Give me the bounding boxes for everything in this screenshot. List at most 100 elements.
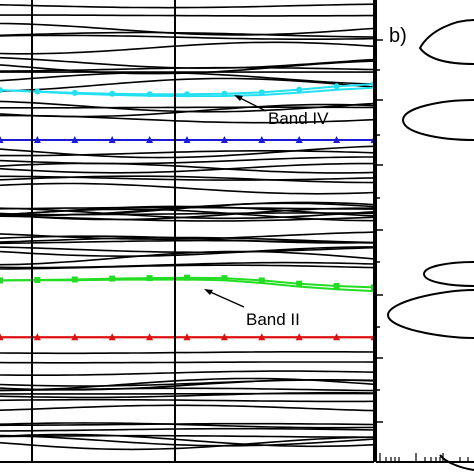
band-line-5 <box>0 422 375 429</box>
data-point-2-3 <box>109 275 116 282</box>
band-line-41 <box>0 202 375 217</box>
data-point-2-1 <box>34 276 41 283</box>
lobe-band-iv <box>401 99 474 141</box>
band-line-13 <box>0 370 375 376</box>
band-line-48 <box>0 34 375 40</box>
highlight-series-2 <box>0 274 377 293</box>
data-point-0-9 <box>333 83 340 90</box>
band-line-24 <box>0 231 375 240</box>
data-point-3-4 <box>146 333 154 341</box>
band-iv-label: Band IV <box>268 109 329 128</box>
band-line-51 <box>0 77 375 92</box>
data-point-3-9 <box>333 333 341 341</box>
data-point-3-6 <box>220 333 228 341</box>
data-point-0-8 <box>296 86 303 93</box>
band-line-42 <box>0 236 375 244</box>
panel-b-y-ticks <box>376 39 383 423</box>
data-point-2-9 <box>333 282 340 289</box>
band-iv-annotation: Band IV <box>234 95 329 128</box>
background-bands <box>0 3 375 451</box>
band-line-59 <box>0 3 375 9</box>
data-point-3-7 <box>258 333 266 341</box>
band-ii-label: Band II <box>246 310 300 329</box>
lobe-band-ii <box>386 289 474 339</box>
band-line-30 <box>0 264 375 270</box>
data-point-3-2 <box>71 333 79 341</box>
data-point-2-6 <box>221 275 228 282</box>
data-point-1-9 <box>333 135 341 143</box>
band-line-8 <box>0 434 374 438</box>
band-iv-arrowhead <box>234 95 243 101</box>
band-line-15 <box>0 361 375 364</box>
band-line-2 <box>0 434 375 447</box>
data-point-1-1 <box>33 135 41 143</box>
band-line-29 <box>0 175 375 184</box>
lobe-band-ii-upper <box>422 261 474 287</box>
data-point-3-3 <box>108 333 116 341</box>
data-point-2-0 <box>0 277 3 284</box>
band-iv-arrow <box>237 96 267 112</box>
data-point-0-0 <box>0 87 3 94</box>
band-line-54 <box>0 100 375 113</box>
band-line-28 <box>0 239 375 245</box>
data-point-2-7 <box>258 277 265 284</box>
band-line-43 <box>0 246 374 257</box>
data-point-0-3 <box>109 90 116 97</box>
band-line-34 <box>0 156 374 165</box>
band-ii-annotation: Band II <box>204 289 300 329</box>
data-point-1-3 <box>108 135 116 143</box>
band-line-20 <box>0 150 375 157</box>
data-point-1-0 <box>0 135 4 143</box>
highlight-series-0 <box>0 81 377 98</box>
band-line-14 <box>0 433 375 448</box>
data-point-1-7 <box>258 135 266 143</box>
data-point-2-8 <box>296 280 303 287</box>
lobe-top <box>418 19 474 65</box>
data-point-1-2 <box>71 135 79 143</box>
band-line-11 <box>0 351 375 355</box>
band-ii-arrowhead <box>204 289 213 295</box>
lobe-bottom <box>439 454 474 471</box>
highlight-series-3 <box>0 333 378 341</box>
data-point-3-1 <box>33 333 41 341</box>
band-line-56 <box>0 60 375 75</box>
band-line-53 <box>0 14 374 17</box>
highlight-series-1 <box>0 135 378 143</box>
band-line-37 <box>0 162 374 174</box>
data-point-0-6 <box>221 90 228 97</box>
band-line-36 <box>0 182 375 195</box>
data-point-1-5 <box>183 135 191 143</box>
data-point-3-8 <box>295 333 303 341</box>
band-line-3 <box>0 404 375 412</box>
panel-b: b) <box>375 0 474 471</box>
data-point-0-1 <box>34 88 41 95</box>
data-point-0-5 <box>184 91 190 98</box>
band-line-17 <box>0 379 375 391</box>
band-line-38 <box>0 250 375 266</box>
band-line-44 <box>0 41 375 55</box>
band-ii-arrow <box>207 290 245 308</box>
band-structure-panel: Band IV Band II <box>0 0 378 463</box>
band-line-12 <box>0 391 375 399</box>
band-line-39 <box>0 162 375 174</box>
panel-b-label: b) <box>389 25 407 47</box>
data-point-2-5 <box>184 274 190 281</box>
data-point-1-6 <box>220 135 228 143</box>
band-line-47 <box>0 31 375 38</box>
data-point-0-2 <box>71 89 78 96</box>
panel-b-x-ticks <box>379 453 469 462</box>
data-point-0-7 <box>258 89 265 96</box>
data-point-1-4 <box>146 135 154 143</box>
data-point-2-4 <box>146 275 153 282</box>
highlighted-bands <box>0 81 378 341</box>
panel-b-curves <box>386 19 474 471</box>
data-point-2-2 <box>71 276 78 283</box>
band-line-9 <box>0 427 375 432</box>
data-point-1-8 <box>295 135 303 143</box>
band-line-0 <box>0 398 375 403</box>
data-point-3-5 <box>183 333 191 341</box>
data-point-3-0 <box>0 333 4 341</box>
data-point-0-4 <box>146 91 153 98</box>
band-line-25 <box>0 145 375 159</box>
